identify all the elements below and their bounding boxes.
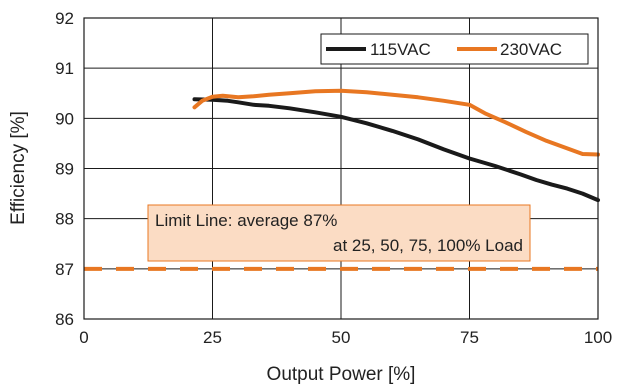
x-tick-label-100: 100 — [584, 328, 612, 347]
series-line-115vac — [192, 97, 600, 203]
x-tick-label-50: 50 — [332, 328, 351, 347]
y-tick-labels: 86 87 88 89 90 91 92 — [55, 9, 74, 329]
y-tick-label-91: 91 — [55, 59, 74, 78]
y-tick-label-90: 90 — [55, 109, 74, 128]
legend-label-115vac: 115VAC — [370, 40, 431, 59]
x-tick-label-25: 25 — [203, 328, 222, 347]
annotation-line-1: Limit Line: average 87% — [155, 211, 337, 230]
legend-label-230vac: 230VAC — [500, 40, 562, 59]
plot-border — [83, 17, 599, 320]
x-tick-label-75: 75 — [460, 328, 479, 347]
x-tick-label-0: 0 — [79, 328, 88, 347]
y-tick-label-87: 87 — [55, 260, 74, 279]
y-axis-title: Efficiency [%] — [8, 111, 29, 225]
x-axis-title: Output Power [%] — [267, 364, 416, 385]
x-tick-labels: 0 25 50 75 100 — [79, 328, 612, 347]
series-line-230vac — [192, 88, 600, 157]
y-tick-label-88: 88 — [55, 210, 74, 229]
y-tick-label-92: 92 — [55, 9, 74, 28]
annotation-box — [147, 204, 531, 262]
series-group — [192, 88, 600, 203]
legend: 115VAC 230VAC — [320, 33, 589, 65]
limit-annotation: Limit Line: average 87% at 25, 50, 75, 1… — [147, 204, 531, 262]
y-tick-label-86: 86 — [55, 310, 74, 329]
y-tick-label-89: 89 — [55, 160, 74, 179]
annotation-line-2: at 25, 50, 75, 100% Load — [333, 236, 523, 255]
